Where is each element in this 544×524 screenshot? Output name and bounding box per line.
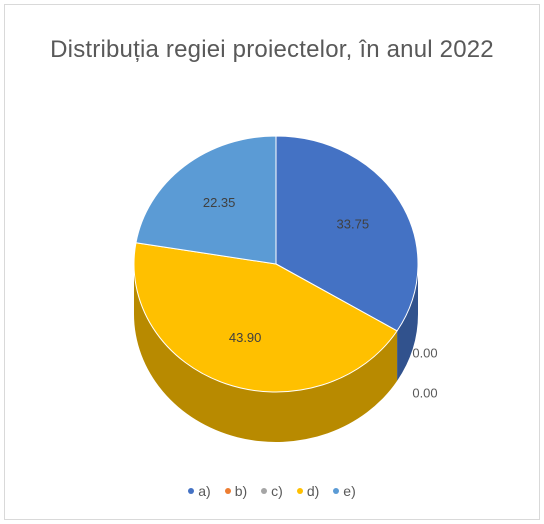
legend-swatch-icon [261,488,267,494]
legend-item-c: c) [261,483,283,499]
legend-label: e) [343,483,355,499]
legend-label: b) [235,483,247,499]
legend-label: d) [307,483,319,499]
legend-swatch-icon [297,488,303,494]
chart-legend: a) b) c) d) e) [0,483,544,499]
legend-swatch-icon [225,488,231,494]
legend-item-d: d) [297,483,319,499]
legend-item-a: a) [188,483,210,499]
data-label-b: 0.00 [412,345,437,360]
legend-swatch-icon [333,488,339,494]
pie-top-faces [134,136,418,392]
legend-item-b: b) [225,483,247,499]
data-label-a: 33.75 [337,217,370,232]
legend-label: c) [271,483,283,499]
legend-swatch-icon [188,488,194,494]
data-label-e: 22.35 [203,195,236,210]
data-label-d: 43.90 [229,330,262,345]
legend-label: a) [198,483,210,499]
legend-item-e: e) [333,483,355,499]
data-label-c: 0.00 [412,385,437,400]
